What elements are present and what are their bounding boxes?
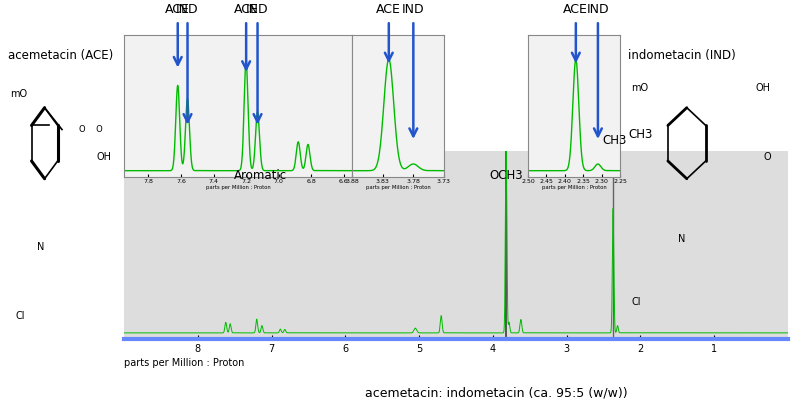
X-axis label: parts per Million : Proton: parts per Million : Proton: [366, 185, 430, 190]
X-axis label: parts per Million : Proton: parts per Million : Proton: [124, 358, 244, 368]
Text: CH3: CH3: [628, 128, 652, 141]
Text: Cl: Cl: [16, 311, 25, 321]
Text: IND: IND: [402, 3, 425, 16]
X-axis label: parts per Million : Proton: parts per Million : Proton: [206, 185, 270, 190]
Text: O: O: [763, 152, 770, 162]
Text: ACE: ACE: [376, 3, 402, 16]
Text: OCH3: OCH3: [490, 169, 523, 182]
Text: ACE: ACE: [234, 3, 258, 16]
Text: IND: IND: [246, 3, 269, 16]
Text: CH3: CH3: [602, 134, 627, 147]
Text: N: N: [678, 234, 686, 244]
Text: acemetacin (ACE): acemetacin (ACE): [8, 49, 114, 62]
Text: mO: mO: [10, 89, 27, 99]
Text: indometacin (IND): indometacin (IND): [628, 49, 736, 62]
Text: mO: mO: [631, 83, 649, 93]
Text: N: N: [38, 242, 45, 252]
Text: IND: IND: [586, 3, 610, 16]
Text: acemetacin: indometacin (ca. 95:5 (w/w)): acemetacin: indometacin (ca. 95:5 (w/w)): [365, 387, 627, 400]
X-axis label: parts per Million : Proton: parts per Million : Proton: [542, 185, 606, 190]
Text: Aromatic: Aromatic: [234, 169, 287, 182]
Text: ACE: ACE: [166, 3, 190, 16]
Text: IND: IND: [176, 3, 199, 16]
Text: Cl: Cl: [631, 297, 641, 307]
Text: OH: OH: [756, 83, 770, 93]
Text: O    O: O O: [79, 125, 103, 134]
Text: ACE: ACE: [563, 3, 588, 16]
Text: OH: OH: [97, 152, 112, 162]
